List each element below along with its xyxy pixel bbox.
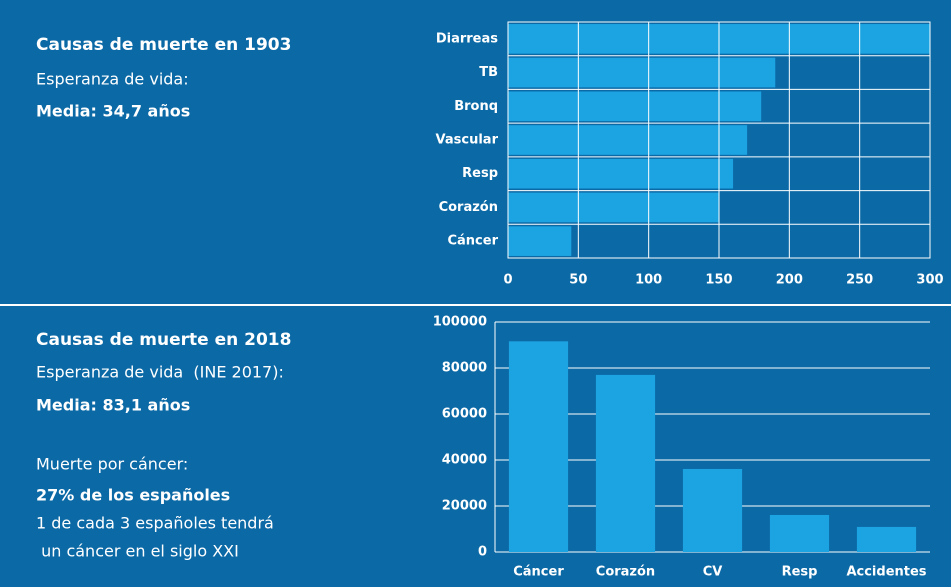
y-tick-label: 60000 [442, 407, 487, 422]
y-tick-label: Corazón [439, 200, 498, 215]
y-tick-label: Diarreas [436, 31, 498, 46]
bar [856, 526, 917, 552]
panel-line: Esperanza de vida: [36, 70, 189, 89]
bar [595, 374, 656, 552]
y-tick-label: 100000 [433, 315, 487, 330]
bar [508, 341, 569, 552]
bar [508, 91, 762, 122]
y-tick-label: 0 [478, 545, 487, 560]
y-tick-label: Bronq [454, 99, 498, 114]
panel-line: un cáncer en el siglo XXI [36, 542, 239, 561]
x-tick-label: 250 [846, 273, 873, 288]
y-tick-label: TB [479, 65, 498, 80]
y-tick-label: 20000 [442, 499, 487, 514]
x-tick-label: CV [703, 565, 723, 580]
bar [508, 192, 719, 223]
x-tick-label: 300 [916, 273, 943, 288]
x-tick-label: 150 [705, 273, 732, 288]
y-tick-label: 80000 [442, 361, 487, 376]
x-tick-label: Corazón [596, 565, 655, 580]
bar [508, 57, 776, 88]
panel-line: Muerte por cáncer: [36, 455, 188, 474]
y-tick-label: Vascular [436, 133, 499, 148]
bar [508, 158, 734, 189]
x-tick-label: 200 [776, 273, 803, 288]
x-tick-label: Resp [782, 565, 818, 580]
bar [769, 514, 830, 552]
y-tick-label: Cáncer [447, 234, 498, 249]
x-tick-label: 100 [635, 273, 662, 288]
bar [508, 226, 572, 256]
x-tick-label: Accidentes [846, 565, 926, 580]
panel-line: Media: 83,1 años [36, 396, 190, 415]
panel-line: 27% de los españoles [36, 486, 230, 505]
panel-title: Causas de muerte en 1903 [36, 35, 291, 55]
y-tick-label: 40000 [442, 453, 487, 468]
panel-title: Causas de muerte en 2018 [36, 330, 291, 350]
x-tick-label: 50 [569, 273, 587, 288]
bar [682, 468, 743, 552]
panel-line: 1 de cada 3 españoles tendrá [36, 514, 274, 533]
y-tick-label: Resp [462, 166, 498, 181]
panel-line: Esperanza de vida (INE 2017): [36, 363, 284, 382]
x-tick-label: Cáncer [513, 565, 564, 580]
panel-line: Media: 34,7 años [36, 102, 190, 121]
x-tick-label: 0 [503, 273, 512, 288]
bar [508, 125, 748, 155]
